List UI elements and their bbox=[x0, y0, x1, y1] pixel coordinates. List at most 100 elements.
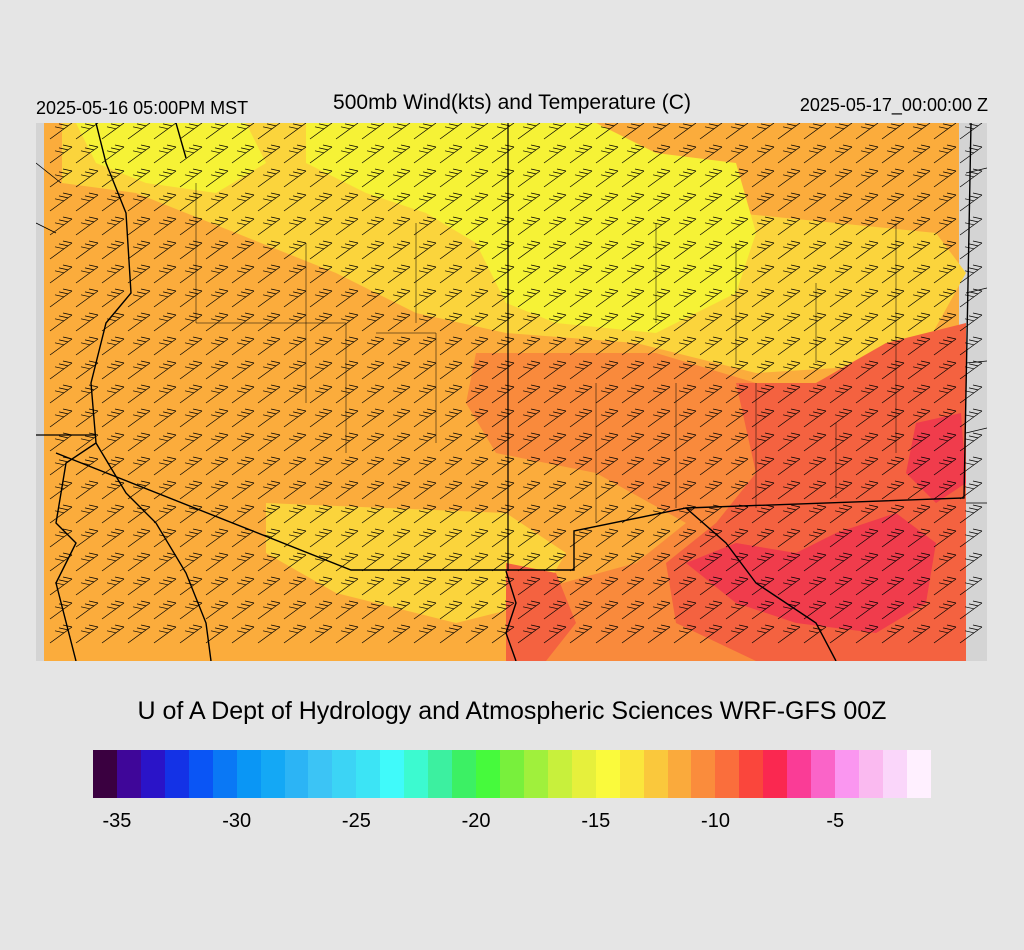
wind-barb bbox=[855, 192, 879, 212]
colorbar-swatch bbox=[667, 750, 692, 798]
wind-barb bbox=[647, 288, 671, 308]
wind-barb bbox=[491, 528, 515, 548]
wind-barb bbox=[387, 312, 411, 332]
wind-barb bbox=[517, 312, 541, 332]
wind-barb bbox=[49, 600, 73, 620]
colorbar-swatch bbox=[380, 750, 405, 798]
wind-barb bbox=[439, 456, 463, 476]
wind-barb bbox=[621, 600, 645, 620]
wind-barb bbox=[309, 384, 333, 404]
wind-barb bbox=[933, 288, 957, 308]
colorbar-swatch bbox=[811, 750, 836, 798]
wind-barb bbox=[283, 144, 307, 164]
wind-barb bbox=[855, 408, 879, 428]
wind-barb bbox=[231, 624, 255, 644]
wind-barb bbox=[439, 240, 463, 260]
wind-barb bbox=[283, 456, 307, 476]
wind-barb bbox=[257, 528, 281, 548]
wind-barb bbox=[231, 384, 255, 404]
wind-barb bbox=[699, 576, 723, 596]
wind-barb bbox=[257, 360, 281, 380]
wind-barb bbox=[231, 240, 255, 260]
wind-barb bbox=[127, 216, 151, 236]
wind-barb bbox=[647, 576, 671, 596]
wind-barb bbox=[595, 552, 619, 572]
wind-barb bbox=[491, 408, 515, 428]
wind-barb bbox=[803, 336, 827, 356]
wind-barb bbox=[387, 384, 411, 404]
wind-barb bbox=[491, 312, 515, 332]
wind-barb bbox=[257, 216, 281, 236]
wind-barb bbox=[465, 264, 489, 284]
wind-barb bbox=[543, 312, 567, 332]
wind-barb bbox=[101, 264, 125, 284]
wind-barb bbox=[387, 552, 411, 572]
wind-barb bbox=[959, 264, 983, 284]
wind-barb bbox=[907, 552, 931, 572]
wind-barb bbox=[803, 600, 827, 620]
wind-barb bbox=[361, 528, 385, 548]
wind-barb bbox=[751, 600, 775, 620]
wind-barb bbox=[621, 624, 645, 644]
wind-barb bbox=[101, 624, 125, 644]
wind-barb bbox=[439, 408, 463, 428]
colorbar-swatch bbox=[499, 750, 524, 798]
wind-barb bbox=[647, 216, 671, 236]
wind-barb bbox=[101, 432, 125, 452]
wind-barb bbox=[647, 312, 671, 332]
map-canvas bbox=[35, 120, 988, 662]
wind-barb bbox=[699, 312, 723, 332]
wind-barb bbox=[387, 168, 411, 188]
wind-barb bbox=[465, 168, 489, 188]
wind-barb bbox=[647, 336, 671, 356]
wind-barb bbox=[75, 576, 99, 596]
wind-barb bbox=[153, 216, 177, 236]
temperature-region-hottest bbox=[686, 513, 936, 633]
wind-barb bbox=[933, 312, 957, 332]
wind-barb bbox=[959, 336, 983, 356]
wind-barb bbox=[881, 576, 905, 596]
wind-barb bbox=[777, 600, 801, 620]
wind-barb bbox=[179, 456, 203, 476]
wind-barb bbox=[439, 576, 463, 596]
wind-barb bbox=[725, 216, 749, 236]
wind-barb bbox=[595, 264, 619, 284]
wind-barb bbox=[699, 240, 723, 260]
wind-barb bbox=[335, 168, 359, 188]
international-border bbox=[505, 570, 517, 662]
wind-barb bbox=[387, 336, 411, 356]
wind-barb bbox=[621, 408, 645, 428]
colorbar-swatch bbox=[404, 750, 429, 798]
wind-barb bbox=[205, 288, 229, 308]
wind-barb bbox=[153, 384, 177, 404]
colorbar-swatch bbox=[476, 750, 500, 798]
wind-barb bbox=[309, 624, 333, 644]
wind-barb bbox=[439, 312, 463, 332]
wind-barb bbox=[335, 624, 359, 644]
wind-barb bbox=[829, 168, 853, 188]
wind-barb bbox=[127, 432, 151, 452]
wind-barb bbox=[829, 312, 853, 332]
wind-barb bbox=[569, 384, 593, 404]
wind-barb bbox=[465, 360, 489, 380]
wind-barb bbox=[205, 528, 229, 548]
wind-barb bbox=[335, 384, 359, 404]
wind-barb bbox=[413, 240, 437, 260]
wind-barb bbox=[881, 240, 905, 260]
wind-barb bbox=[855, 288, 879, 308]
wind-barb bbox=[309, 192, 333, 212]
wind-barb bbox=[569, 528, 593, 548]
colorbar-swatch bbox=[140, 750, 165, 798]
wind-barb bbox=[335, 552, 359, 572]
wind-barb bbox=[829, 144, 853, 164]
wind-barb bbox=[621, 360, 645, 380]
wind-barb bbox=[75, 336, 99, 356]
wind-barb bbox=[933, 432, 957, 452]
colorbar-swatch bbox=[452, 750, 476, 798]
wind-barb bbox=[829, 552, 853, 572]
wind-barb bbox=[153, 360, 177, 380]
wind-barb bbox=[101, 216, 125, 236]
wind-barb bbox=[361, 312, 385, 332]
wind-barb bbox=[361, 360, 385, 380]
wind-barb bbox=[933, 384, 957, 404]
